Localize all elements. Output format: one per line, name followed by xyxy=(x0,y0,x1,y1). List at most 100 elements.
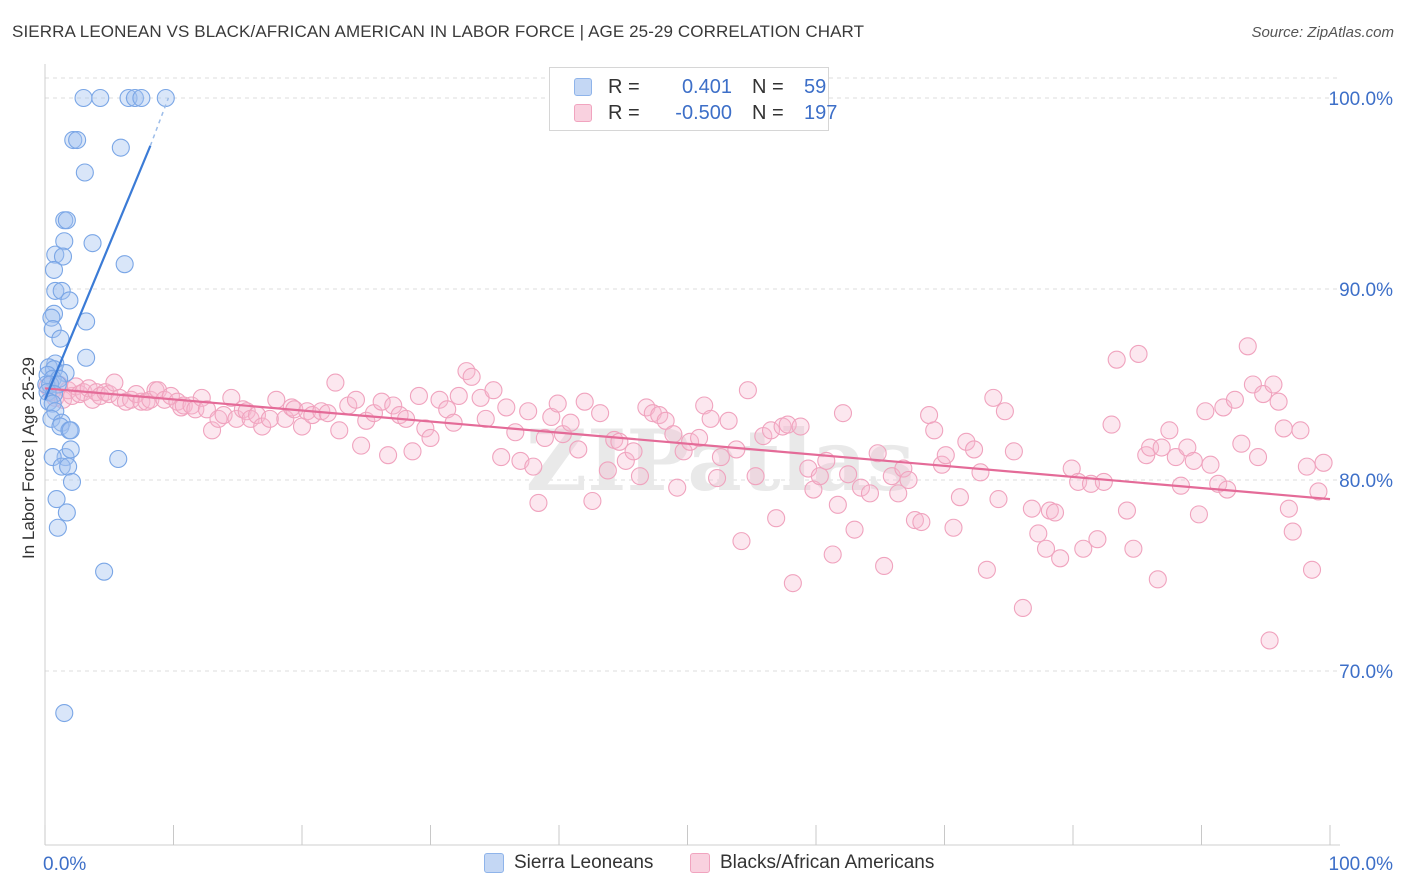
sierra-leonean-point xyxy=(91,88,110,108)
sierra-leonean-point xyxy=(95,562,114,581)
sierra-leonean-point xyxy=(43,448,62,467)
black-african-american-point xyxy=(1283,522,1302,541)
black-african-american-point xyxy=(1196,402,1215,421)
sierra-leonean-point xyxy=(68,130,87,150)
x-tick-label: 0.0% xyxy=(43,854,86,875)
black-african-american-point xyxy=(984,388,1003,407)
black-african-american-point xyxy=(845,520,864,539)
black-african-american-point xyxy=(1124,539,1143,558)
black-african-american-point xyxy=(1232,434,1251,453)
black-african-american-point xyxy=(711,448,730,467)
black-african-american-point xyxy=(1264,375,1283,394)
black-african-american-point xyxy=(598,461,617,480)
black-african-american-point xyxy=(416,419,435,438)
sierra-leonean-point xyxy=(61,440,80,459)
black-african-american-point xyxy=(761,421,781,440)
sierra-leonean-point xyxy=(74,88,93,108)
sierra-leonean-point xyxy=(125,88,144,108)
black-african-american-point xyxy=(681,432,700,451)
y-axis-label: In Labor Force | Age 25-29 xyxy=(19,357,38,559)
black-african-american-point xyxy=(746,467,765,486)
black-african-american-point xyxy=(253,417,272,436)
black-african-american-point xyxy=(1004,442,1023,461)
black-african-american-point xyxy=(950,488,969,507)
black-african-american-point xyxy=(1314,453,1333,472)
y-tick-label: 90.0% xyxy=(1339,280,1393,301)
black-african-american-point xyxy=(664,425,683,444)
black-african-american-trendline xyxy=(44,387,1331,501)
black-african-american-point xyxy=(1238,337,1257,356)
black-african-american-point xyxy=(591,404,610,423)
legend-r-value: -0.500 xyxy=(675,101,732,124)
black-african-american-point xyxy=(1074,539,1093,558)
black-african-american-point xyxy=(1260,631,1279,650)
y-tick-label: 80.0% xyxy=(1339,471,1393,492)
black-african-american-point xyxy=(1094,472,1113,491)
black-african-american-point xyxy=(548,394,567,413)
black-african-american-point xyxy=(1189,505,1208,524)
sierra-leonean-point xyxy=(61,421,80,440)
y-tick-label: 70.0% xyxy=(1339,662,1393,683)
black-african-american-point xyxy=(462,367,481,386)
black-african-american-point xyxy=(690,428,709,448)
black-african-american-point xyxy=(616,451,635,470)
black-african-american-point xyxy=(810,467,829,486)
black-african-american-point xyxy=(326,373,345,392)
black-african-american-point xyxy=(1051,549,1070,568)
correlation-legend: R = 0.401 N = 59 R = -0.500 N = 197 xyxy=(549,67,837,131)
black-african-american-point xyxy=(965,440,984,459)
sierra-leonean-point xyxy=(83,234,102,253)
sierra-leonean-trendline-extension xyxy=(149,97,170,147)
black-african-american-point xyxy=(506,423,525,442)
sierra-leonean-point xyxy=(44,260,64,279)
black-african-american-point xyxy=(372,392,391,411)
sierra-leonean-point xyxy=(62,472,82,491)
black-african-american-point xyxy=(1045,503,1065,522)
black-african-american-point xyxy=(995,402,1014,421)
black-african-american-point xyxy=(1148,570,1167,589)
bottom-legend-label: Blacks/African Americans xyxy=(720,852,935,873)
black-african-american-point xyxy=(1022,499,1041,518)
sierra-leonean-point xyxy=(47,490,66,509)
legend-r-label: R = xyxy=(608,101,640,124)
sierra-leonean-point xyxy=(48,518,67,537)
sierra-leonean-point xyxy=(55,232,74,251)
black-african-american-point xyxy=(1201,455,1220,474)
black-african-american-point xyxy=(267,390,286,409)
black-african-american-point xyxy=(860,484,880,503)
black-african-american-point xyxy=(1291,421,1310,440)
black-african-american-point xyxy=(484,381,503,400)
sierra-leonean-point xyxy=(51,417,70,436)
black-african-american-point xyxy=(630,467,650,486)
black-african-american-point xyxy=(839,465,858,484)
sierra-leonean-point xyxy=(52,281,71,300)
black-african-american-point xyxy=(1088,530,1107,549)
black-african-american-point xyxy=(282,398,301,417)
black-african-american-point xyxy=(276,409,295,428)
black-african-american-point xyxy=(569,440,588,459)
black-african-american-point xyxy=(656,411,675,430)
black-african-american-point xyxy=(1274,419,1293,438)
black-african-american-point xyxy=(875,556,894,576)
black-african-american-point xyxy=(583,491,602,511)
sierra-leonean-point xyxy=(55,703,74,723)
legend-r-value: 0.401 xyxy=(681,75,732,98)
black-african-american-point xyxy=(905,511,924,530)
black-african-american-point xyxy=(1269,392,1288,411)
black-african-american-point xyxy=(851,478,871,497)
black-african-american-point xyxy=(346,390,366,409)
black-african-american-point xyxy=(828,495,847,514)
sierra-leonean-point xyxy=(60,291,79,310)
black-african-american-point xyxy=(708,469,727,488)
black-african-american-point xyxy=(352,436,371,455)
black-african-american-point xyxy=(1248,448,1268,467)
black-african-american-point xyxy=(920,406,939,425)
legend-n-label: N = xyxy=(752,75,784,98)
black-african-american-point xyxy=(624,442,643,461)
black-african-american-point xyxy=(1160,421,1179,440)
black-african-american-point xyxy=(944,518,963,537)
source-label: Source: ZipAtlas.com xyxy=(1251,24,1394,41)
sierra-leonean-point xyxy=(156,88,175,108)
legend-n-value: 59 xyxy=(804,75,827,98)
